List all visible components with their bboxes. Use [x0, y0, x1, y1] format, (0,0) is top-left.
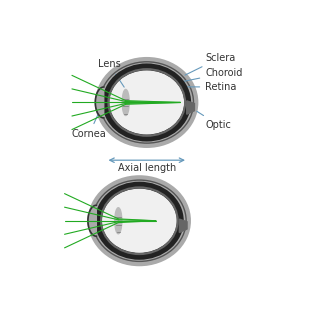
- Polygon shape: [95, 87, 104, 118]
- Polygon shape: [88, 205, 96, 236]
- Text: Choroid: Choroid: [183, 68, 243, 82]
- Ellipse shape: [100, 62, 194, 143]
- Ellipse shape: [92, 180, 186, 261]
- Text: Lens: Lens: [98, 59, 124, 87]
- Polygon shape: [187, 101, 195, 114]
- Text: Axial length: Axial length: [118, 163, 176, 173]
- Text: Sclera: Sclera: [185, 53, 236, 75]
- Polygon shape: [179, 219, 187, 233]
- Ellipse shape: [122, 90, 129, 116]
- Text: Optic: Optic: [197, 111, 231, 130]
- Ellipse shape: [115, 208, 122, 234]
- Text: Cornea: Cornea: [72, 110, 107, 139]
- Text: Retina: Retina: [183, 82, 236, 92]
